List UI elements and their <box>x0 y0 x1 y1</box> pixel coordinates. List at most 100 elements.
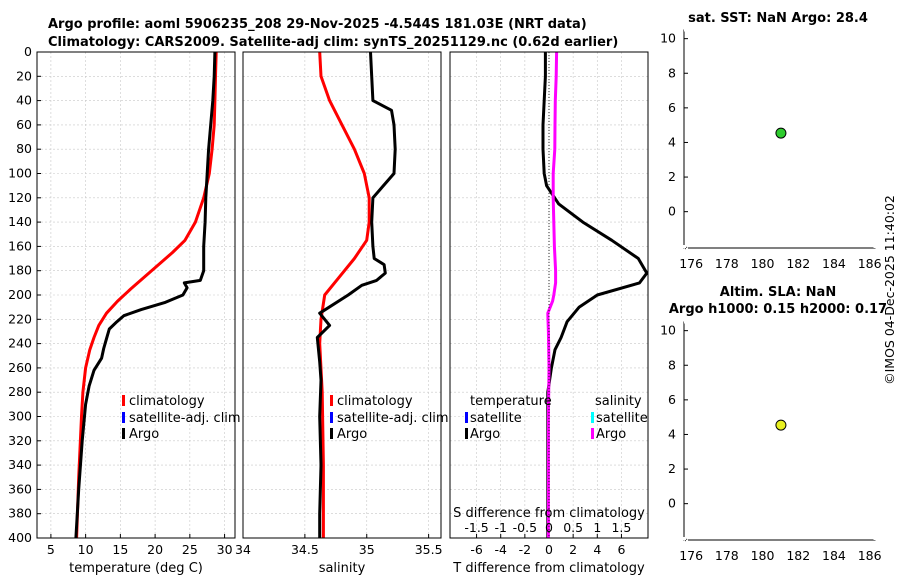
x-axis-label: temperature (deg C) <box>69 561 203 576</box>
difference-panel: -6 -4 -2 0 2 4 6 T difference from climatology -… <box>449 51 649 576</box>
x-tick-label: -2 <box>519 542 531 557</box>
x-tick-label: -6 <box>470 542 483 557</box>
y-tick-label: 10 <box>660 323 676 338</box>
legend-swatch <box>122 395 125 406</box>
y-tick-label: 220 <box>8 311 32 326</box>
legend-label: climatology <box>337 394 413 409</box>
legend-label: Argo <box>337 427 367 442</box>
x-axis-label: salinity <box>319 561 366 576</box>
y-tick-label: 320 <box>8 433 32 448</box>
sla-subtitle: Argo h1000: 0.15 h2000: 0.17 <box>669 302 887 317</box>
legend-label: Argo <box>470 427 500 442</box>
y-tick-label: 260 <box>8 360 32 375</box>
y-tick-label: 10 <box>660 31 676 46</box>
data-point <box>775 127 787 139</box>
x-tick-label: 10 <box>78 542 94 557</box>
y-tick-label: 4 <box>668 134 676 149</box>
y-tick-label: 8 <box>668 357 676 372</box>
x-tick-label: 180 <box>751 548 775 563</box>
legend-label: satellite <box>470 411 522 426</box>
sla-panel: 0 2 4 6 8 10 176 178 180 182 184 186 Altim. SLA: NaN… <box>660 285 887 563</box>
y-tick-label: 0 <box>24 44 32 59</box>
y-tick-label: 80 <box>16 141 32 156</box>
legend-label: satellite <box>596 411 648 426</box>
x-tick-label: 178 <box>715 548 739 563</box>
y-tick-label: 200 <box>8 287 32 302</box>
y-tick-label: 4 <box>668 426 676 441</box>
x-tick-label: 182 <box>786 548 810 563</box>
legend-heading-salinity: salinity <box>595 394 642 409</box>
legend-label: climatology <box>129 394 205 409</box>
x-tick-label: 2 <box>569 542 577 557</box>
legend-swatch <box>330 395 333 406</box>
x-tick-label: 186 <box>858 256 882 271</box>
series-line-argo <box>74 51 217 539</box>
y-tick-label: 6 <box>668 392 676 407</box>
y-tick-label: 140 <box>8 214 32 229</box>
y-tick-label: 2 <box>668 169 676 184</box>
y-tick-label: 0 <box>668 204 676 219</box>
y-tick-label: 0 <box>668 496 676 511</box>
legend-swatch <box>330 412 333 423</box>
x-tick-label: 35 <box>359 542 375 557</box>
x-tick-label: 178 <box>715 256 739 271</box>
s-tick-label: -0.5 <box>513 520 537 535</box>
salinity-panel: 34 34.5 35 35.5 salinity climatology satellite… <box>235 51 449 576</box>
legend-swatch <box>591 428 594 439</box>
x-tick-label: 184 <box>822 548 846 563</box>
s-tick-label: 0 <box>545 520 553 535</box>
temperature-panel: 5 10 15 20 25 30 temperature (deg C) 0 20 40 60 80 1… <box>8 44 240 576</box>
sla-title: Altim. SLA: NaN <box>720 285 836 300</box>
x-tick-label: 20 <box>147 542 163 557</box>
y-tick-label: 40 <box>16 93 32 108</box>
y-tick-label: 6 <box>668 100 676 115</box>
y-tick-label: 8 <box>668 65 676 80</box>
y-tick-label: 120 <box>8 190 32 205</box>
x-tick-label: 0 <box>545 542 553 557</box>
timestamp-stamp: ©IMOS 04-Dec-2025 11:40:02 <box>882 195 897 385</box>
plot-frame <box>683 29 876 249</box>
s-tick-label: 1 <box>593 520 601 535</box>
legend-swatch <box>122 412 125 423</box>
x-tick-label: 30 <box>217 542 233 557</box>
axis-corner <box>684 246 688 250</box>
x-tick-label: 184 <box>822 256 846 271</box>
x-tick-label: 182 <box>786 256 810 271</box>
s-axis-label: S difference from climatology <box>453 506 645 521</box>
data-point <box>775 419 787 431</box>
y-tick-label: 20 <box>16 68 32 83</box>
legend-swatch <box>465 428 468 439</box>
s-tick-label: 0.5 <box>563 520 583 535</box>
x-tick-label: 176 <box>679 256 703 271</box>
x-tick-label: 176 <box>679 548 703 563</box>
legend-swatch <box>591 412 594 423</box>
y-tick-label: 240 <box>8 336 32 351</box>
y-tick-label: 100 <box>8 166 32 181</box>
x-tick-label: -4 <box>494 542 507 557</box>
y-tick-label: 180 <box>8 263 32 278</box>
sst-panel: 0 2 4 6 8 10 176 178 180 182 184 186 sat. SST: NaN A… <box>660 11 882 271</box>
legend-label: satellite-adj. clim <box>337 411 449 426</box>
x-tick-label: 5 <box>47 542 55 557</box>
x-tick-label: 180 <box>751 256 775 271</box>
x-tick-label: 6 <box>617 542 625 557</box>
s-tick-label: -1.5 <box>464 520 488 535</box>
s-tick-label: 1.5 <box>611 520 631 535</box>
legend-swatch <box>465 412 468 423</box>
legend-label: Argo <box>596 427 626 442</box>
title-line-2: Climatology: CARS2009. Satellite-adj cli… <box>48 35 618 50</box>
s-tick-label: -1 <box>494 520 506 535</box>
legend-swatch <box>122 428 125 439</box>
x-tick-label: 15 <box>112 542 128 557</box>
y-tick-label: 380 <box>8 506 32 521</box>
legend-label: satellite-adj. clim <box>129 411 241 426</box>
x-tick-label: 34.5 <box>291 542 319 557</box>
plot-frame <box>683 321 876 541</box>
x-tick-label: 35.5 <box>415 542 443 557</box>
y-tick-label: 2 <box>668 461 676 476</box>
plot-frame <box>242 51 442 539</box>
y-tick-label: 60 <box>16 117 32 132</box>
legend-label: Argo <box>129 427 159 442</box>
y-tick-label: 280 <box>8 384 32 399</box>
